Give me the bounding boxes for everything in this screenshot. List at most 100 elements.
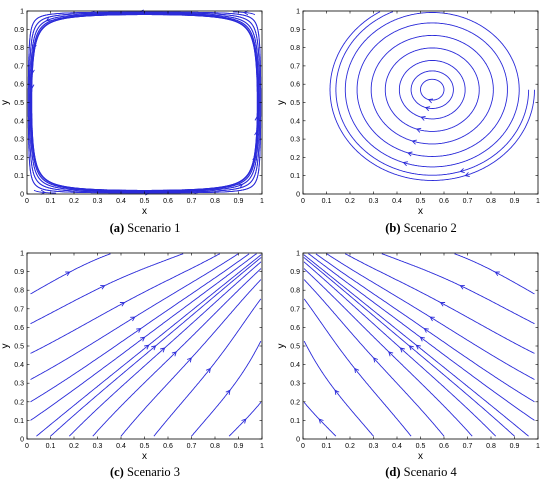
x-tick-label: 0.5 — [140, 443, 150, 450]
caption-text: Scenario 1 — [127, 221, 180, 235]
y-axis-label: y — [0, 344, 11, 349]
flow-arrow — [130, 316, 136, 322]
x-tick-label: 1 — [260, 198, 264, 205]
y-tick-label: 0.2 — [290, 155, 300, 162]
flow-arrow — [193, 189, 200, 195]
flow-arrow — [411, 139, 417, 145]
flow-arrow — [423, 328, 429, 333]
y-tick-label: 0.3 — [290, 381, 300, 388]
streamline — [31, 14, 258, 191]
x-tick-label: 0.4 — [392, 198, 402, 205]
x-tick-label: 0.4 — [116, 198, 126, 205]
flow-arrow — [241, 418, 247, 424]
x-tick-label: 0.8 — [210, 198, 220, 205]
x-tick-label: 0.5 — [140, 198, 150, 205]
streamline — [454, 253, 535, 295]
streamline — [27, 11, 262, 194]
x-tick-label: 0.2 — [69, 443, 79, 450]
flow-arrow — [186, 357, 192, 363]
y-tick-label: 0.9 — [290, 27, 300, 34]
y-tick-label: 0.9 — [290, 269, 300, 276]
x-tick-label: 0.7 — [463, 443, 473, 450]
panel-caption: (c) Scenario 3 — [110, 465, 180, 479]
flow-arrow — [205, 367, 211, 373]
y-tick-label: 0.7 — [290, 306, 300, 313]
streamline — [384, 47, 480, 132]
streamline — [344, 253, 535, 354]
flow-arrow — [429, 316, 435, 322]
streamline — [92, 268, 262, 437]
x-axis-label: x — [142, 206, 147, 217]
streamlines — [329, 11, 535, 181]
y-tick-label: 0.8 — [290, 45, 300, 52]
y-tick-label: 1 — [20, 9, 24, 16]
x-tick-label: 1 — [260, 443, 264, 450]
y-tick-label: 0.6 — [14, 325, 24, 332]
flow-arrow — [407, 151, 413, 157]
x-tick-label: 0.6 — [163, 443, 173, 450]
x-tick-label: 0.4 — [392, 443, 402, 450]
x-tick-label: 0.3 — [93, 198, 103, 205]
flow-arrow — [459, 284, 465, 290]
flow-arrow — [494, 271, 500, 277]
y-tick-label: 0 — [296, 437, 300, 444]
flow-arrow — [464, 172, 470, 177]
streamline — [30, 13, 259, 192]
y-tick-label: 0 — [296, 192, 300, 199]
plot-frame — [26, 10, 263, 195]
flow-arrow — [100, 284, 106, 290]
y-tick-label: 0.5 — [14, 344, 24, 351]
flow-arrow — [415, 127, 422, 133]
y-tick-label: 0.2 — [14, 399, 24, 406]
x-tick-label: 0.7 — [463, 198, 473, 205]
streamline — [410, 70, 454, 109]
flow-arrow — [144, 344, 150, 350]
y-tick-label: 0.5 — [290, 344, 300, 351]
y-tick-label: 0.6 — [14, 82, 24, 89]
streamline — [31, 14, 258, 191]
x-tick-label: 0.6 — [439, 443, 449, 450]
x-axis-label: x — [418, 206, 423, 217]
streamline — [28, 12, 261, 193]
y-tick-label: 0.9 — [14, 269, 24, 276]
x-tick-label: 0.7 — [187, 443, 197, 450]
x-tick-label: 0.8 — [210, 443, 220, 450]
flow-arrow — [408, 345, 414, 351]
x-axis-label: x — [142, 451, 147, 462]
x-tick-label: 0.9 — [510, 198, 520, 205]
streamline — [420, 78, 445, 101]
x-ticks: 0 0.1 0.2 0.3 0.4 0.5 0.6 0.7 0.8 0.9 1 — [301, 11, 540, 205]
flow-arrow — [402, 161, 408, 167]
x-ticks: 0 0.1 0.2 0.3 0.4 0.5 0.6 0.7 0.8 0.9 1 — [25, 253, 264, 450]
y-axis-label: y — [276, 344, 287, 349]
x-tick-label: 0.3 — [93, 443, 103, 450]
streamline — [31, 14, 258, 191]
streamline — [68, 261, 262, 437]
y-tick-label: 0.1 — [290, 418, 300, 425]
flow-arrow — [136, 328, 142, 333]
y-tick-label: 1 — [20, 251, 24, 258]
y-tick-label: 0.7 — [14, 306, 24, 313]
x-tick-label: 0 — [301, 198, 305, 205]
caption-text: Scenario 3 — [127, 465, 180, 479]
y-tick-label: 0.7 — [14, 63, 24, 70]
x-tick-label: 0 — [25, 198, 29, 205]
flow-arrow — [225, 389, 231, 395]
panel-caption: (b) Scenario 2 — [385, 221, 457, 235]
streamline — [27, 11, 262, 194]
x-tick-label: 0.7 — [187, 198, 197, 205]
y-tick-label: 0.8 — [290, 288, 300, 295]
streamline — [303, 261, 497, 437]
x-tick-label: 0.2 — [345, 198, 355, 205]
panel-scenario-1: 0 0.1 0.2 0.3 0.4 0.5 0.6 0.7 0.8 0.9 1 0 0.1 0.2 0.3… — [0, 9, 264, 236]
caption-letter: (a) — [110, 221, 125, 235]
y-tick-label: 0.5 — [14, 100, 24, 107]
y-tick-label: 0.1 — [290, 173, 300, 180]
y-tick-label: 0.5 — [290, 100, 300, 107]
y-tick-label: 0.3 — [14, 381, 24, 388]
flow-arrow — [420, 115, 426, 121]
streamline — [29, 13, 260, 192]
y-axis-label: y — [276, 100, 287, 105]
y-axis-label: y — [0, 100, 11, 105]
